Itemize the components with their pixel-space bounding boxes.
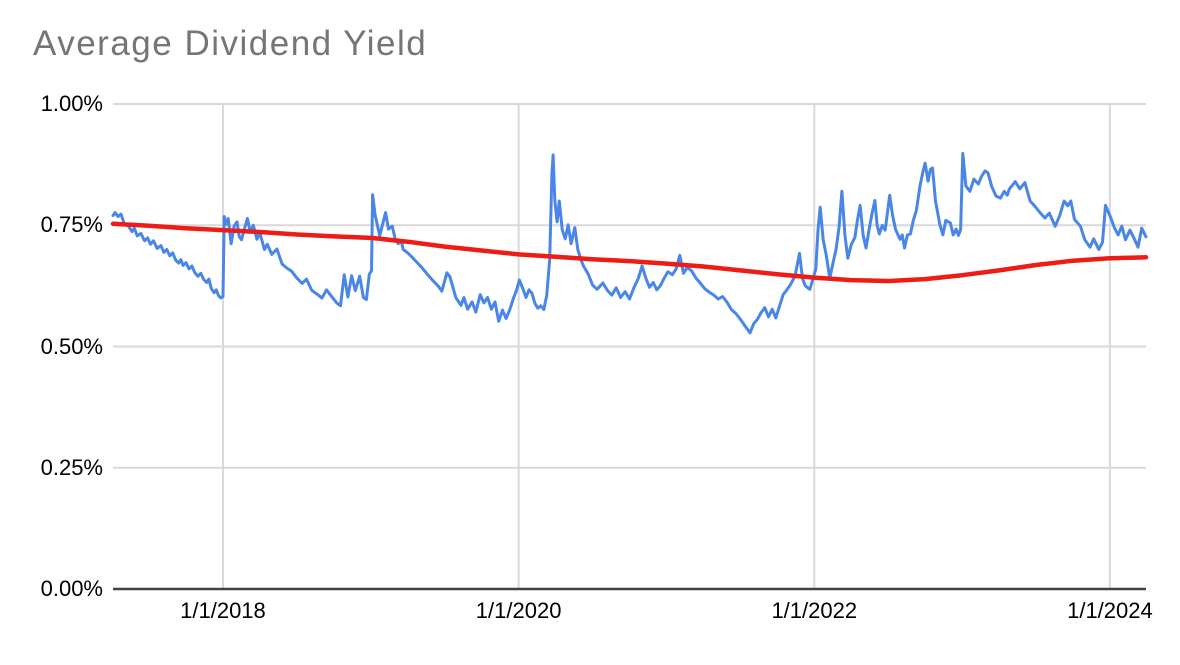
series-line-average-dividend-yield-daily xyxy=(111,152,1148,335)
x-tick-label-2024: 1/1/2024 xyxy=(1067,598,1153,623)
y-tick-label-0.00: 0.00% xyxy=(40,576,103,601)
y-tick-label-1.00: 1.00% xyxy=(40,91,103,116)
chart-title: Average Dividend Yield xyxy=(33,24,428,63)
series-line-average-dividend-yield-trend xyxy=(110,221,1149,284)
y-tick-label-0.25: 0.25% xyxy=(40,454,103,480)
x-tick-label-2022: 1/1/2022 xyxy=(771,598,858,623)
y-tick-label-0.50: 0.50% xyxy=(40,333,103,359)
x-tick-label-2020: 1/1/2020 xyxy=(475,598,562,623)
y-tick-label-0.75: 0.75% xyxy=(40,212,103,238)
x-tick-label-2018: 1/1/2018 xyxy=(180,598,266,623)
